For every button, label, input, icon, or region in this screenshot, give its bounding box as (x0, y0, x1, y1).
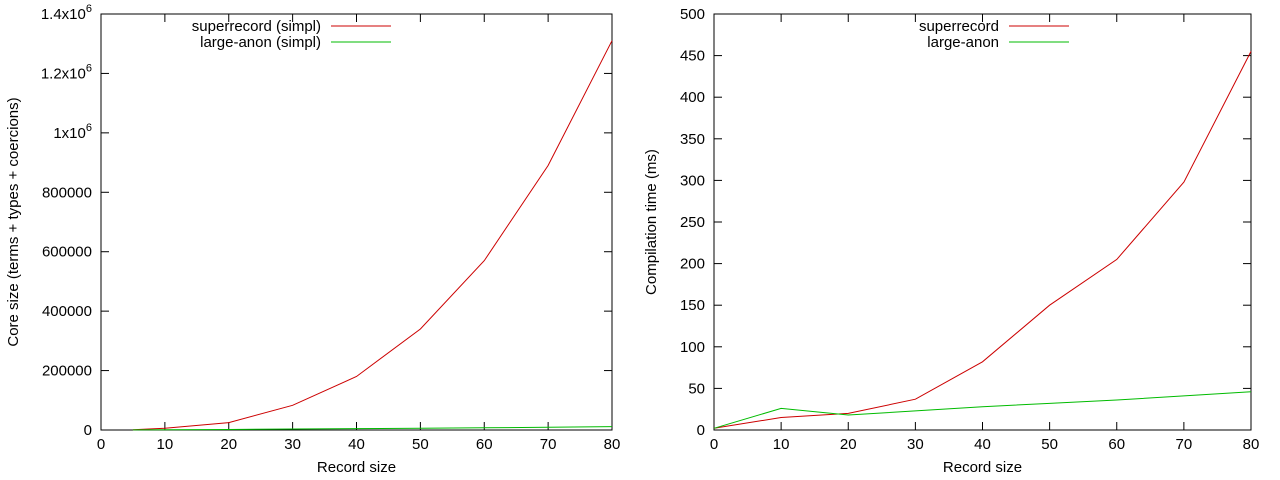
chart-2: 0 10 20 30 40 50 60 70 80 0 50 100 150 200 250 300 350 40… (643, 6, 1259, 476)
x-tick-label: 20 (840, 436, 857, 453)
x-tick-label: 30 (284, 436, 301, 453)
series-line-2 (132, 426, 613, 431)
y-tick-label: 600000 (42, 244, 92, 261)
plot-frame (713, 13, 1252, 431)
y-tick-label: 400000 (42, 303, 92, 320)
y-tick-label: 450 (680, 48, 705, 65)
legend-label-1: superrecord (919, 18, 999, 35)
x-tick-label: 10 (773, 436, 790, 453)
x-tick-label: 50 (1041, 436, 1058, 453)
x-tick-label: 80 (604, 436, 621, 453)
x-tick-label: 50 (412, 436, 429, 453)
x-tick-label: 0 (710, 436, 718, 453)
x-tick-label: 70 (1176, 436, 1193, 453)
y-tick-label: 150 (680, 297, 705, 314)
plot-frame (100, 13, 613, 431)
y-tick-label: 200000 (42, 363, 92, 380)
x-axis-label: Record size (943, 459, 1022, 476)
legend-label-2: large-anon (927, 34, 999, 51)
y-tick-label: 350 (680, 131, 705, 148)
x-tick-label: 70 (540, 436, 557, 453)
series-line-1 (132, 40, 613, 431)
y-axis-label: Core size (terms + types + coercions) (5, 97, 22, 346)
y-tick-label: 500 (680, 6, 705, 23)
x-tick-label: 40 (974, 436, 991, 453)
x-tick-label: 0 (97, 436, 105, 453)
y-tick-label: 0 (697, 422, 705, 439)
y-tick-label: 250 (680, 214, 705, 231)
y-tick-label: 200 (680, 256, 705, 273)
x-tick-label: 10 (157, 436, 174, 453)
y-tick-label: 0 (84, 422, 92, 439)
series-line-1 (713, 51, 1252, 429)
series-line-2 (713, 391, 1252, 429)
x-tick-label: 80 (1243, 436, 1260, 453)
y-tick-label: 300 (680, 172, 705, 189)
chart-1: 0 10 20 30 40 50 60 70 80 0 200000 400000 600000 8000… (5, 3, 620, 476)
y-tick-label: 1.4x106 (41, 3, 92, 23)
y-tick-label: 800000 (42, 184, 92, 201)
y-tick-label: 400 (680, 89, 705, 106)
legend-label-2: large-anon (simpl) (200, 34, 321, 51)
y-tick-label: 50 (688, 380, 705, 397)
y-tick-label: 1x106 (53, 122, 92, 142)
x-tick-label: 30 (907, 436, 924, 453)
y-tick-label: 100 (680, 339, 705, 356)
x-tick-label: 40 (348, 436, 365, 453)
x-tick-label: 20 (220, 436, 237, 453)
x-tick-label: 60 (476, 436, 493, 453)
y-tick-label: 1.2x106 (41, 62, 92, 82)
legend-label-1: superrecord (simpl) (192, 18, 321, 35)
y-axis-label: Compilation time (ms) (643, 149, 660, 295)
x-tick-label: 60 (1108, 436, 1125, 453)
x-axis-label: Record size (317, 459, 396, 476)
